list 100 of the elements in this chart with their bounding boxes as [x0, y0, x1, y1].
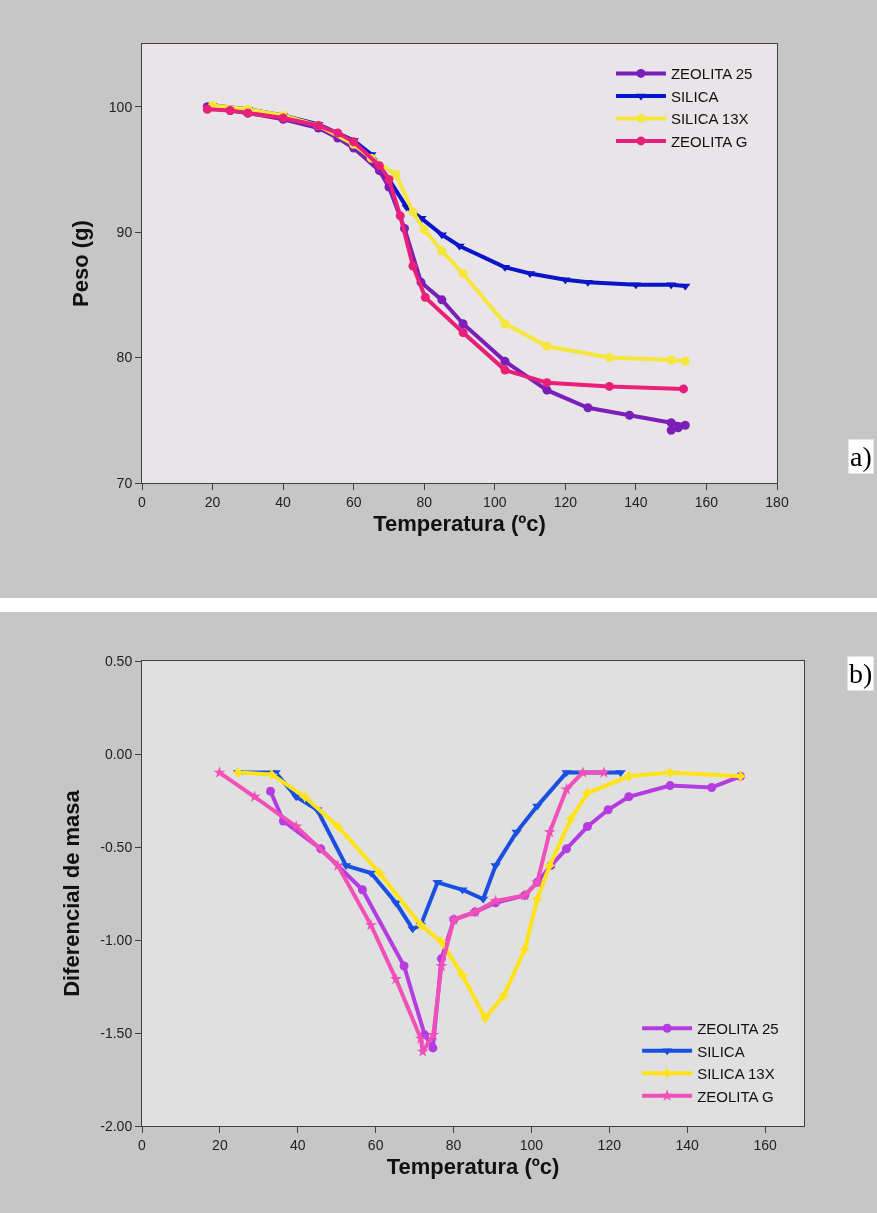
- y-tick-label: -1.50: [100, 1024, 133, 1041]
- point: [420, 292, 430, 302]
- point: [458, 269, 468, 279]
- point: [456, 969, 469, 982]
- point: [583, 403, 593, 413]
- point: [576, 766, 589, 778]
- point: [603, 805, 613, 815]
- point: [454, 243, 465, 251]
- point: [518, 943, 532, 956]
- point: [437, 246, 447, 256]
- point: [458, 327, 468, 337]
- point: [542, 378, 552, 388]
- point: [419, 225, 429, 235]
- x-tick-label: 20: [212, 1136, 228, 1153]
- point: [374, 161, 384, 171]
- point: [615, 770, 626, 778]
- x-tick-label: 140: [624, 493, 648, 510]
- x-tick-label: 40: [289, 1136, 306, 1153]
- legend-label: ZEOLITA G: [670, 132, 748, 150]
- legend-label: ZEOLITA 25: [670, 65, 753, 83]
- point: [564, 812, 578, 826]
- point: [582, 822, 592, 832]
- point: [373, 866, 386, 880]
- point: [680, 283, 691, 291]
- y-tick-label: 80: [116, 349, 133, 366]
- point: [665, 781, 675, 791]
- x-tick-label: 120: [597, 1136, 622, 1153]
- point: [604, 381, 614, 391]
- point: [213, 766, 226, 778]
- y-axis-title: Peso (g): [67, 220, 93, 307]
- y-axis-title: Diferencial de masa: [59, 789, 85, 997]
- x-tick-label: 160: [753, 1136, 777, 1153]
- point: [478, 1011, 492, 1025]
- x-tick-label: 140: [675, 1136, 700, 1153]
- point: [680, 356, 690, 366]
- point: [357, 885, 367, 895]
- x-axis-title: Temperatura (ºc): [373, 510, 546, 536]
- y-tick-label: 90: [116, 224, 133, 241]
- point: [298, 790, 312, 804]
- point: [680, 420, 690, 430]
- y-tick-label: 0.50: [104, 652, 133, 669]
- point: [414, 1032, 427, 1044]
- point: [561, 770, 572, 778]
- x-tick-label: 40: [275, 493, 292, 510]
- legend-label: ZEOLITA G: [697, 1087, 774, 1105]
- y-tick-label: -1.00: [100, 931, 133, 948]
- x-tick-label: 20: [204, 493, 221, 510]
- point: [428, 1043, 438, 1053]
- point: [458, 319, 468, 329]
- point: [500, 356, 510, 366]
- point: [625, 410, 635, 420]
- y-tick-label: 70: [116, 474, 133, 491]
- point: [435, 935, 448, 949]
- x-tick-label: 100: [483, 493, 507, 510]
- point: [389, 972, 402, 985]
- x-tick-label: 80: [416, 493, 433, 510]
- point: [391, 169, 401, 179]
- point: [437, 295, 447, 305]
- point: [561, 844, 571, 854]
- point: [666, 355, 676, 365]
- y-tick-label: 100: [108, 98, 133, 115]
- point: [542, 341, 552, 351]
- point: [399, 961, 409, 971]
- point: [581, 786, 594, 800]
- point: [624, 792, 634, 802]
- x-tick-label: 0: [138, 1136, 147, 1153]
- x-tick-label: 160: [694, 493, 719, 510]
- y-tick-label: 0.00: [104, 745, 133, 762]
- x-tick-label: 120: [553, 493, 578, 510]
- point: [530, 892, 544, 906]
- point: [543, 825, 556, 838]
- point: [290, 820, 303, 832]
- point: [500, 365, 510, 375]
- point: [266, 786, 276, 796]
- y-tick-label: -2.00: [100, 1117, 133, 1134]
- x-tick-label: 60: [345, 493, 362, 510]
- text: b): [849, 658, 873, 689]
- point: [497, 989, 511, 1003]
- point: [248, 790, 261, 802]
- point: [500, 319, 510, 329]
- point: [364, 918, 377, 931]
- text: a): [850, 441, 872, 472]
- point: [395, 211, 405, 221]
- point: [408, 207, 418, 217]
- x-tick-label: 0: [138, 493, 147, 510]
- point: [679, 384, 689, 394]
- legend-label: SILICA: [670, 87, 719, 105]
- point: [414, 918, 428, 932]
- legend-label: SILICA 13X: [697, 1065, 775, 1083]
- x-tick-label: 100: [519, 1136, 544, 1153]
- point: [604, 353, 614, 363]
- point: [408, 261, 418, 271]
- y-tick-label: -0.50: [100, 838, 133, 855]
- x-axis-title: Temperatura (ºc): [386, 1153, 560, 1179]
- point: [331, 859, 344, 871]
- point: [333, 128, 343, 138]
- point: [532, 803, 543, 811]
- x-tick-label: 60: [367, 1136, 384, 1153]
- x-tick-label: 80: [445, 1136, 462, 1153]
- legend-label: SILICA: [697, 1042, 745, 1060]
